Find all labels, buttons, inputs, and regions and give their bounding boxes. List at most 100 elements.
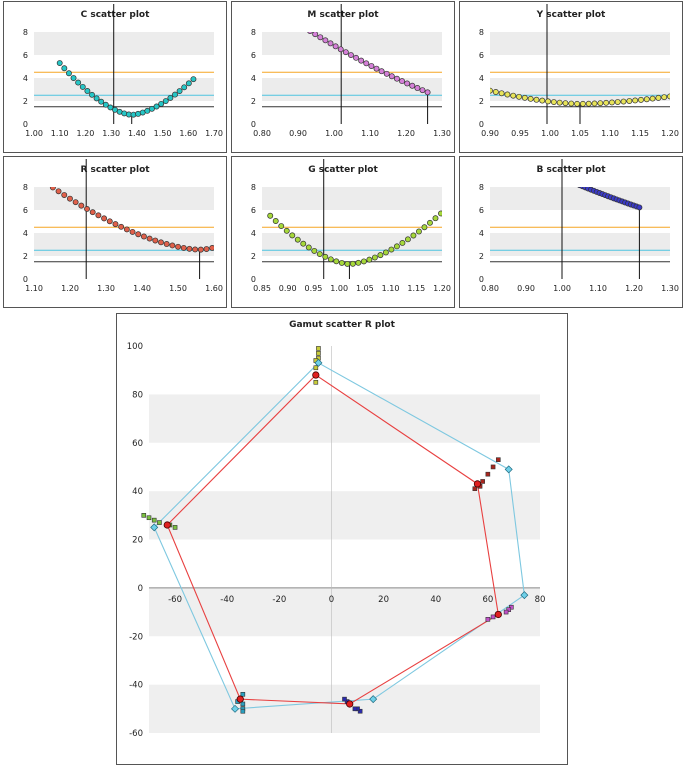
x-tick-label: -40 bbox=[220, 595, 234, 605]
data-point bbox=[438, 210, 442, 217]
g-chart-title: G scatter plot bbox=[308, 165, 378, 175]
y-tick-label: 8 bbox=[251, 28, 256, 37]
data-point bbox=[148, 105, 155, 112]
data-point bbox=[377, 252, 384, 259]
data-point bbox=[571, 180, 576, 185]
y-tick-label: 0 bbox=[23, 275, 28, 284]
data-point bbox=[317, 34, 324, 41]
cluster-point bbox=[509, 604, 514, 610]
x-tick-label: 20 bbox=[378, 595, 389, 605]
red-vertex-marker bbox=[346, 700, 354, 708]
x-tick-label: -60 bbox=[168, 595, 182, 605]
data-point bbox=[427, 219, 433, 226]
data-point bbox=[49, 187, 56, 191]
data-point bbox=[186, 245, 193, 252]
red-vertex-marker bbox=[494, 610, 502, 619]
plot-band bbox=[262, 55, 442, 78]
data-point bbox=[579, 100, 586, 107]
y-series bbox=[490, 87, 670, 107]
m-scatter-panel: M scatter plot 0 2 4 6 8 0.80 0.90 1.00 1.10 1.20 1… bbox=[231, 1, 455, 153]
data-point bbox=[333, 258, 340, 265]
plot-band bbox=[262, 32, 442, 55]
r-chart-svg: R scatter plot 0 2 4 6 8 1.10 1.20 1.30 1.40 1.50 1… bbox=[23, 159, 223, 293]
data-point bbox=[95, 212, 102, 219]
data-point bbox=[163, 241, 170, 247]
data-point bbox=[490, 87, 493, 94]
x-tick-label: 1.10 bbox=[382, 284, 400, 293]
data-point bbox=[140, 233, 147, 240]
x-tick-label: 80 bbox=[535, 595, 546, 605]
x-tick-label: 0.90 bbox=[289, 129, 307, 138]
data-point bbox=[550, 99, 557, 105]
data-point bbox=[368, 63, 375, 69]
data-point bbox=[283, 227, 290, 234]
data-point bbox=[399, 78, 406, 85]
x-tick-label: 1.00 bbox=[25, 129, 43, 138]
data-point bbox=[498, 90, 505, 97]
y-tick-label: 8 bbox=[23, 28, 28, 37]
data-point bbox=[162, 98, 169, 104]
cluster-point bbox=[157, 520, 162, 525]
y-tick-label: 2 bbox=[251, 252, 256, 261]
cyan-vertex-marker bbox=[314, 358, 323, 367]
cluster-point bbox=[151, 517, 157, 523]
data-point bbox=[129, 228, 136, 235]
y-tick-label: 80 bbox=[132, 390, 143, 400]
x-tick-label: 60 bbox=[482, 595, 493, 605]
data-point bbox=[556, 99, 563, 106]
x-tick-label: 1.10 bbox=[589, 284, 607, 293]
y-tick-label: 0 bbox=[479, 275, 484, 284]
data-point bbox=[146, 235, 153, 242]
x-tick-label: 1.10 bbox=[361, 129, 379, 138]
data-point bbox=[419, 87, 426, 94]
data-point bbox=[153, 103, 160, 110]
data-point bbox=[289, 232, 296, 239]
gamut-scatter-panel: Gamut scatter R plot -60 -40 -20 0 20 40 60 80 10… bbox=[116, 313, 568, 765]
cyan-vertex-marker bbox=[150, 523, 159, 532]
y-tick-label: 0 bbox=[138, 584, 143, 594]
y-tick-label: 6 bbox=[251, 206, 256, 215]
data-point bbox=[388, 73, 395, 80]
cluster-point bbox=[146, 515, 152, 521]
data-point bbox=[410, 232, 417, 239]
y-tick-label: 60 bbox=[132, 439, 143, 449]
data-point bbox=[45, 181, 50, 186]
plot-band bbox=[149, 684, 540, 733]
data-point bbox=[539, 97, 546, 104]
data-point bbox=[388, 246, 395, 253]
cluster-point bbox=[485, 617, 491, 622]
data-point bbox=[65, 70, 72, 77]
data-point bbox=[278, 223, 285, 229]
data-point bbox=[181, 84, 188, 91]
c-scatter-panel: C scatter plot 0 2 4 6 8 1.00 1.10 1.20 1.30 1.40 1… bbox=[3, 1, 227, 153]
data-point bbox=[342, 49, 349, 56]
data-point bbox=[516, 93, 522, 100]
x-tick-label: 1.15 bbox=[631, 129, 649, 138]
gamut-chart-svg: Gamut scatter R plot -60 -40 -20 0 20 40 60 80 10… bbox=[127, 320, 546, 739]
data-point bbox=[84, 206, 90, 212]
x-tick-label: 1.30 bbox=[97, 284, 115, 293]
g-chart-svg: G scatter plot 0 2 4 6 8 0.85 0.90 0.95 1.00 1.05 1… bbox=[251, 159, 451, 293]
data-point bbox=[267, 212, 274, 219]
y-tick-label: 8 bbox=[23, 183, 28, 192]
data-point bbox=[322, 37, 329, 44]
data-point bbox=[655, 94, 662, 101]
cluster-point bbox=[490, 464, 496, 470]
cluster-point bbox=[240, 691, 246, 697]
data-point bbox=[563, 177, 568, 182]
data-point bbox=[287, 15, 292, 20]
x-tick-label: 1.15 bbox=[407, 284, 425, 293]
data-point bbox=[311, 247, 318, 254]
x-tick-label: 40 bbox=[430, 595, 441, 605]
data-point bbox=[574, 100, 581, 107]
data-point bbox=[180, 244, 187, 251]
data-point bbox=[190, 76, 197, 83]
data-point bbox=[373, 65, 380, 72]
data-point bbox=[106, 218, 113, 225]
cyan-vertex-marker bbox=[231, 704, 240, 713]
x-tick-label: 1.10 bbox=[51, 129, 69, 138]
data-point bbox=[366, 256, 373, 263]
data-point bbox=[89, 209, 96, 216]
x-tick-label: 0.95 bbox=[305, 284, 323, 293]
cluster-point bbox=[342, 696, 347, 702]
